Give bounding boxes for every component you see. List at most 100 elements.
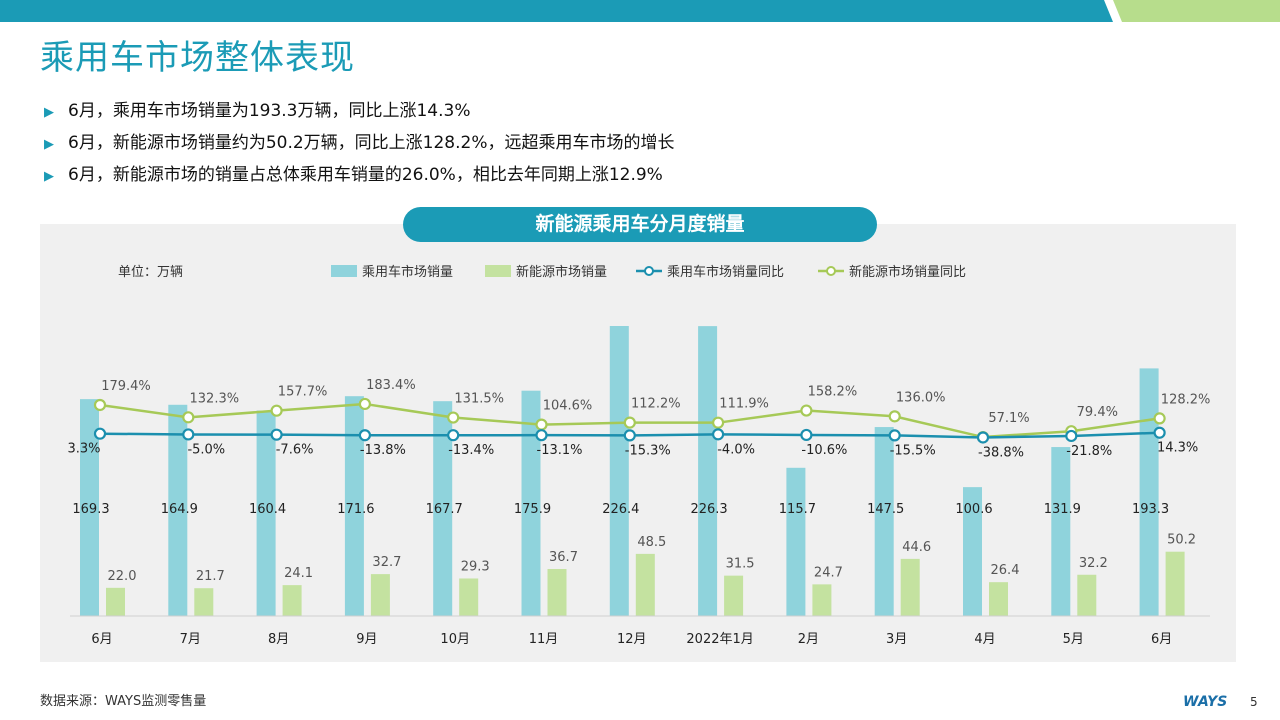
bar-pv-value-label: 193.3	[1132, 502, 1169, 517]
bar-pv-value-label: 160.4	[249, 502, 286, 517]
point-nev-yoy-label: 158.2%	[808, 385, 858, 400]
bar-nev	[635, 553, 655, 616]
bullet-item: ▶ 6月，新能源市场的销量占总体乘用车销量的26.0%，相比去年同期上涨12.9%	[44, 160, 663, 185]
legend-marker-nev-yoy	[826, 266, 836, 276]
point-pv-yoy	[535, 429, 548, 442]
point-pv-yoy	[800, 428, 813, 442]
bar-pv-value-label: 226.4	[602, 502, 639, 517]
category-tick-label: 11月	[529, 632, 559, 647]
bar-nev-value-label: 24.7	[814, 565, 843, 580]
point-nev-yoy-label: 179.4%	[101, 379, 151, 394]
bar-pv	[80, 399, 99, 616]
point-nev-yoy-label: 183.4%	[366, 378, 416, 393]
point-pv-yoy-label: -15.3%	[625, 443, 671, 458]
point-pv-yoy	[1153, 426, 1166, 439]
bar-nev-value-label: 22.0	[108, 569, 137, 584]
point-pv-yoy-label: -7.6%	[276, 443, 314, 458]
bar-nev	[724, 575, 744, 616]
point-pv-yoy-label: 3.3%	[67, 442, 100, 457]
bar-pv	[963, 487, 982, 616]
data-source: 数据来源：WAYS监测零售量	[40, 694, 207, 709]
point-pv-yoy	[1065, 429, 1078, 443]
point-pv-yoy-label: -10.6%	[801, 443, 847, 458]
bar-pv	[256, 410, 276, 616]
bar-nev	[370, 574, 390, 616]
bar-pv-value-label: 171.6	[337, 502, 374, 517]
legend-label-pv-bar: 乘用车市场销量	[362, 264, 453, 280]
bar-nev	[194, 588, 214, 616]
point-nev-yoy-label: 57.1%	[988, 411, 1029, 426]
bar-nev-value-label: 31.5	[726, 557, 755, 572]
bar-nev-value-label: 32.7	[372, 555, 401, 570]
bar-nev-value-label: 29.3	[461, 559, 490, 574]
bar-pv-value-label: 167.7	[426, 502, 463, 517]
bar-pv-value-label: 175.9	[514, 502, 551, 517]
point-nev-yoy	[270, 404, 283, 417]
point-nev-yoy-label: 111.9%	[719, 397, 769, 412]
page-number: 5	[1250, 695, 1258, 709]
category-tick-label: 4月	[974, 632, 995, 647]
bar-nev-value-label: 26.4	[991, 563, 1020, 578]
top-banner	[0, 0, 1280, 22]
bar-pv-value-label: 164.9	[161, 502, 198, 517]
point-nev-yoy	[800, 404, 813, 417]
point-pv-yoy-label: -4.0%	[717, 442, 755, 457]
point-pv-yoy	[623, 429, 636, 442]
bar-nev	[106, 587, 125, 616]
category-tick-label: 9月	[356, 632, 377, 647]
bar-pv	[433, 401, 453, 616]
point-pv-yoy	[976, 431, 990, 444]
point-nev-yoy	[535, 418, 548, 431]
point-pv-yoy-label: -5.0%	[187, 442, 225, 457]
bar-pv	[521, 390, 541, 616]
point-nev-yoy	[1153, 412, 1166, 425]
point-nev-yoy-label: 128.2%	[1161, 392, 1211, 407]
bar-pv-value-label: 131.9	[1044, 502, 1081, 517]
bar-nev-value-label: 21.7	[196, 569, 225, 584]
category-tick-label: 10月	[440, 632, 470, 647]
triangle-icon: ▶	[44, 169, 54, 184]
category-tick-label: 7月	[180, 632, 201, 647]
triangle-icon: ▶	[44, 105, 54, 120]
bar-pv	[168, 404, 188, 616]
unit-label: 单位：万辆	[118, 265, 183, 280]
legend-label-nev-bar: 新能源市场销量	[516, 264, 607, 280]
category-tick-label: 6月	[1151, 632, 1172, 647]
category-tick-label: 5月	[1063, 632, 1084, 647]
category-tick-label: 12月	[617, 632, 647, 647]
bar-pv	[1139, 368, 1159, 616]
bullet-item: ▶ 6月，乘用车市场销量为193.3万辆，同比上涨14.3%	[44, 96, 471, 121]
bar-pv	[609, 326, 629, 616]
bar-pv-value-label: 226.3	[690, 502, 727, 517]
point-pv-yoy-label: -13.4%	[448, 443, 494, 458]
category-tick-label: 8月	[268, 632, 289, 647]
bar-nev	[547, 568, 567, 616]
chart-title: 新能源乘用车分月度销量	[403, 207, 877, 242]
legend-label-nev-yoy: 新能源市场销量同比	[849, 264, 966, 280]
bar-nev-value-label: 36.7	[549, 550, 578, 565]
point-nev-yoy-label: 157.7%	[278, 385, 328, 400]
legend-label-pv-yoy: 乘用车市场销量同比	[667, 264, 784, 280]
bar-pv	[1051, 447, 1071, 616]
point-nev-yoy	[623, 416, 636, 429]
bullet-text: 6月，乘用车市场销量为193.3万辆，同比上涨14.3%	[68, 101, 471, 121]
legend-swatch-pv-bar	[331, 265, 357, 277]
point-pv-yoy-label: -15.5%	[890, 443, 936, 458]
point-nev-yoy	[888, 410, 901, 423]
legend-swatch-nev-bar	[485, 265, 511, 277]
bar-nev	[989, 582, 1008, 616]
bullet-text: 6月，新能源市场的销量占总体乘用车销量的26.0%，相比去年同期上涨12.9%	[68, 165, 663, 185]
category-tick-label: 2月	[798, 632, 819, 647]
bar-pv-value-label: 147.5	[867, 502, 904, 517]
bar-nev	[282, 585, 302, 616]
bullet-text: 6月，新能源市场销量约为50.2万辆，同比上涨128.2%，远超乘用车市场的增长	[68, 133, 675, 153]
point-nev-yoy	[93, 398, 107, 412]
point-nev-yoy	[447, 411, 460, 424]
point-nev-yoy	[711, 416, 725, 429]
bar-nev	[1165, 551, 1185, 616]
bar-nev	[900, 558, 920, 616]
point-pv-yoy-label: -13.1%	[537, 443, 583, 458]
bullet-item: ▶ 6月，新能源市场销量约为50.2万辆，同比上涨128.2%，远超乘用车市场的增…	[44, 128, 675, 153]
point-pv-yoy-label: -13.8%	[360, 443, 406, 458]
legend-marker-pv-yoy	[644, 266, 654, 276]
